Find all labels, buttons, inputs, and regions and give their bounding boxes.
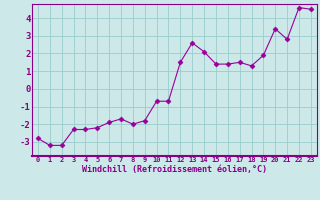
X-axis label: Windchill (Refroidissement éolien,°C): Windchill (Refroidissement éolien,°C)	[82, 165, 267, 174]
